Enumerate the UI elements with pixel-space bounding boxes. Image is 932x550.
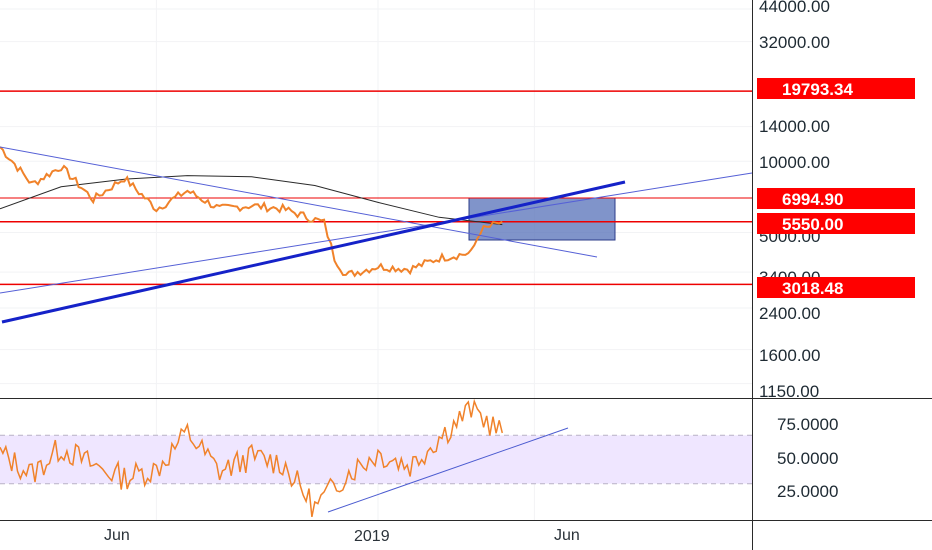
- descending-trendline[interactable]: [0, 146, 598, 258]
- oscillator-tick: 50.0000: [777, 449, 838, 468]
- price-tag-label: 3018.48: [782, 279, 843, 298]
- price-tag-label: 6994.90: [782, 190, 843, 209]
- resistance-zone[interactable]: [468, 197, 616, 241]
- time-tick: Jun: [554, 527, 580, 544]
- grid: [0, 0, 752, 520]
- price-tick: 1150.00: [759, 382, 819, 401]
- price-tag: 3018.48: [757, 277, 915, 298]
- price-tick: 10000.00: [759, 153, 830, 172]
- moving-average-line: [0, 175, 503, 226]
- bold-ascending-trendline[interactable]: [1, 180, 626, 324]
- price-tick: 1600.00: [759, 346, 820, 365]
- price-tag-label: 5550.00: [782, 215, 843, 234]
- oscillator-line: [0, 398, 504, 518]
- price-tag-label: 19793.34: [782, 80, 853, 99]
- price-tick: 32000.00: [759, 33, 830, 52]
- horizontal-levels: [0, 90, 752, 286]
- time-tick: Jun: [104, 527, 130, 544]
- price-panel: [0, 0, 752, 398]
- price-tick: 2400.00: [759, 304, 820, 323]
- price-tag: 19793.34: [757, 78, 915, 99]
- price-tag: 5550.00: [757, 213, 915, 234]
- price-tag: 6994.90: [757, 188, 915, 209]
- oscillator-tick: 25.0000: [777, 482, 838, 501]
- price-tick: 44000.00: [759, 0, 830, 16]
- price-line: [0, 146, 503, 278]
- time-tick: 2019: [354, 528, 390, 545]
- oscillator-tick: 75.0000: [777, 415, 838, 434]
- oscillator-trendline[interactable]: [327, 427, 569, 513]
- thin-ascending-trendline[interactable]: [0, 172, 753, 294]
- price-tick: 14000.00: [759, 117, 830, 136]
